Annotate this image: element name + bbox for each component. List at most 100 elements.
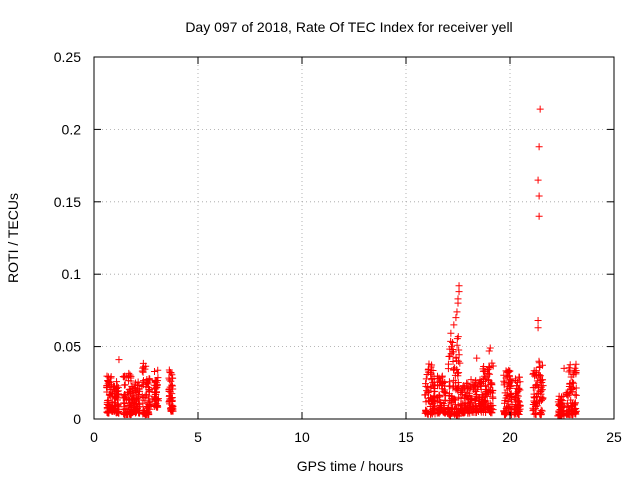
data-point: [145, 398, 153, 406]
data-point: [152, 400, 160, 408]
data-point: [469, 385, 477, 393]
data-point: [451, 371, 459, 379]
data-point: [103, 400, 111, 408]
data-point: [153, 403, 161, 411]
data-point: [511, 377, 519, 385]
data-point: [567, 385, 575, 393]
data-point: [447, 329, 455, 337]
data-point: [143, 375, 151, 383]
data-point: [489, 386, 497, 394]
data-point: [537, 410, 545, 418]
data-point: [486, 344, 494, 352]
data-point: [427, 383, 435, 391]
x-tick-label: 20: [502, 429, 518, 445]
data-point: [557, 399, 565, 407]
data-point: [539, 382, 547, 390]
data-point: [449, 348, 457, 356]
data-point: [452, 314, 460, 322]
data-point: [126, 371, 134, 379]
data-point: [109, 407, 117, 415]
data-point: [480, 362, 488, 370]
data-point: [139, 381, 147, 389]
data-point: [166, 397, 174, 405]
data-point: [503, 383, 511, 391]
data-point: [569, 402, 577, 410]
data-point: [569, 370, 577, 378]
data-point: [110, 392, 118, 400]
data-point: [453, 341, 461, 349]
data-point: [168, 406, 176, 414]
data-point: [480, 375, 488, 383]
data-point: [104, 377, 112, 385]
data-point: [426, 402, 434, 410]
data-point: [511, 406, 519, 414]
data-point: [452, 354, 460, 362]
data-point: [138, 392, 146, 400]
data-point: [513, 402, 521, 410]
data-point: [559, 392, 567, 400]
data-point: [565, 364, 573, 372]
data-point: [139, 399, 147, 407]
data-point: [120, 410, 128, 418]
data-point: [444, 365, 452, 373]
data-point: [167, 377, 175, 385]
data-point: [145, 392, 153, 400]
data-point: [467, 376, 475, 384]
data-point: [422, 375, 430, 383]
data-point: [154, 366, 162, 374]
data-point: [536, 105, 544, 113]
data-point: [128, 383, 136, 391]
data-point: [516, 378, 524, 386]
data-point: [125, 377, 133, 385]
data-point: [564, 403, 572, 411]
data-point: [169, 374, 177, 382]
data-point: [566, 380, 574, 388]
data-point: [165, 386, 173, 394]
y-tick-label: 0.25: [54, 49, 81, 65]
axis-ticks: [93, 56, 615, 420]
data-point: [445, 391, 453, 399]
data-point: [455, 282, 463, 290]
data-point: [167, 369, 175, 377]
data-point: [103, 382, 111, 390]
data-point: [113, 378, 121, 386]
data-point: [538, 378, 546, 386]
data-point: [470, 382, 478, 390]
data-point: [534, 317, 542, 325]
data-point: [145, 404, 153, 412]
data-point: [453, 335, 461, 343]
data-point: [435, 409, 443, 417]
data-point: [507, 378, 515, 386]
data-point: [484, 369, 492, 377]
data-point: [152, 388, 160, 396]
data-point: [572, 391, 580, 399]
data-point: [500, 411, 508, 419]
data-point: [536, 363, 544, 371]
data-point: [457, 389, 465, 397]
data-point: [567, 396, 575, 404]
data-point: [515, 373, 523, 381]
data-point: [119, 373, 127, 381]
data-point: [140, 409, 148, 417]
data-point: [504, 398, 512, 406]
data-point: [450, 321, 458, 329]
data-point: [132, 396, 140, 404]
data-point: [142, 362, 150, 370]
x-axis-label: GPS time / hours: [297, 458, 404, 474]
data-point: [458, 387, 466, 395]
data-point: [135, 391, 143, 399]
data-point: [560, 364, 568, 372]
data-point: [483, 403, 491, 411]
data-point: [113, 388, 121, 396]
x-tick-label: 10: [294, 429, 310, 445]
data-point: [460, 394, 468, 402]
data-point: [488, 359, 496, 367]
data-point: [535, 212, 543, 220]
data-point: [111, 401, 119, 409]
data-point: [168, 390, 176, 398]
data-point: [110, 382, 118, 390]
data-point: [473, 354, 481, 362]
data-point: [469, 381, 477, 389]
tick-labels: 0 5 10 15 20 25 0 0.05 0.1 0.15 0.2 0.25: [54, 49, 622, 445]
data-point: [533, 390, 541, 398]
